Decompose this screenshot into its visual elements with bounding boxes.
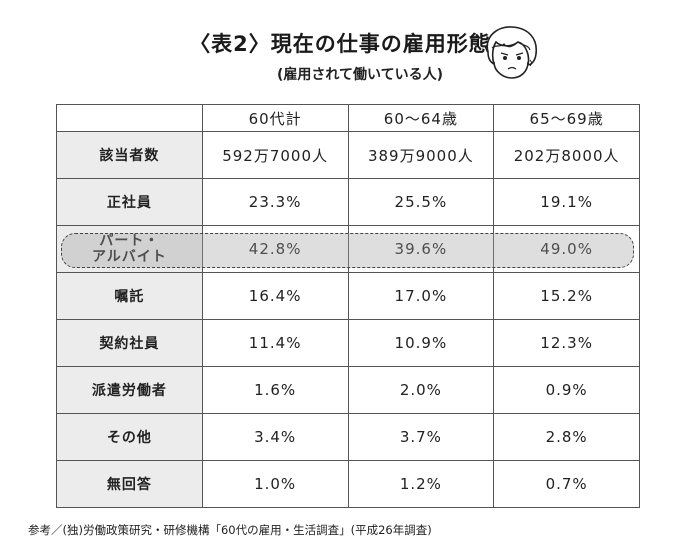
table-cell: 202万8000人 bbox=[493, 131, 640, 179]
employment-table: 60代計 60〜64歳 65〜69歳 該当者数 592万7000人 389万90… bbox=[56, 104, 640, 508]
table-row: 正社員 23.3% 25.5% 19.1% bbox=[56, 178, 640, 226]
row-label: 無回答 bbox=[56, 460, 203, 508]
table-row: その他 3.4% 3.7% 2.8% bbox=[56, 413, 640, 461]
table-row: 派遣労働者 1.6% 2.0% 0.9% bbox=[56, 366, 640, 414]
row-label-line1: パート・ bbox=[99, 233, 160, 249]
table-cell: 389万9000人 bbox=[347, 131, 495, 179]
table-header-row: 60代計 60〜64歳 65〜69歳 bbox=[56, 104, 640, 132]
column-header-empty bbox=[56, 104, 203, 132]
table-cell: 42.8% bbox=[201, 225, 349, 273]
table-cell: 1.6% bbox=[201, 366, 349, 414]
table-row: 該当者数 592万7000人 389万9000人 202万8000人 bbox=[56, 131, 640, 179]
table-cell: 39.6% bbox=[347, 225, 495, 273]
worried-woman-illustration-icon bbox=[486, 26, 537, 79]
table-cell: 49.0% bbox=[493, 225, 640, 273]
table-cell: 2.0% bbox=[347, 366, 495, 414]
table-cell: 11.4% bbox=[201, 319, 349, 367]
row-label: 契約社員 bbox=[56, 319, 203, 367]
source-footnote: 参考／(独)労働政策研究・研修機構「60代の雇用・生活調査」(平成26年調査) bbox=[28, 523, 432, 537]
table-cell: 23.3% bbox=[201, 178, 349, 226]
row-label: パート・ アルバイト bbox=[56, 225, 203, 273]
table-cell: 592万7000人 bbox=[201, 131, 349, 179]
column-header-60-64: 60〜64歳 bbox=[347, 104, 495, 132]
table-cell: 2.8% bbox=[493, 413, 640, 461]
column-header-60s-total: 60代計 bbox=[201, 104, 349, 132]
title-block: 〈表2〉現在の仕事の雇用形態 (雇用されて働いている人) bbox=[0, 28, 680, 84]
table-row: 契約社員 11.4% 10.9% 12.3% bbox=[56, 319, 640, 367]
table-cell: 0.7% bbox=[493, 460, 640, 508]
table-row: 無回答 1.0% 1.2% 0.7% bbox=[56, 460, 640, 508]
table-cell: 25.5% bbox=[347, 178, 495, 226]
table-cell: 10.9% bbox=[347, 319, 495, 367]
table-row-highlighted: パート・ アルバイト 42.8% 39.6% 49.0% bbox=[56, 225, 640, 273]
table-cell: 1.0% bbox=[201, 460, 349, 508]
table-cell: 16.4% bbox=[201, 272, 349, 320]
row-label-line2: アルバイト bbox=[91, 249, 167, 265]
row-label: その他 bbox=[56, 413, 203, 461]
page-subtitle: (雇用されて働いている人) bbox=[277, 67, 443, 83]
page-title: 〈表2〉現在の仕事の雇用形態 bbox=[189, 32, 491, 56]
table-cell: 17.0% bbox=[347, 272, 495, 320]
table-cell: 15.2% bbox=[493, 272, 640, 320]
row-label: 該当者数 bbox=[56, 131, 203, 179]
row-label: 派遣労働者 bbox=[56, 366, 203, 414]
table-cell: 0.9% bbox=[493, 366, 640, 414]
row-label: 正社員 bbox=[56, 178, 203, 226]
table-cell: 3.7% bbox=[347, 413, 495, 461]
table-cell: 12.3% bbox=[493, 319, 640, 367]
row-label: 嘱託 bbox=[56, 272, 203, 320]
column-header-65-69: 65〜69歳 bbox=[493, 104, 640, 132]
table-row: 嘱託 16.4% 17.0% 15.2% bbox=[56, 272, 640, 320]
table-cell: 19.1% bbox=[493, 178, 640, 226]
table-cell: 1.2% bbox=[347, 460, 495, 508]
table-cell: 3.4% bbox=[201, 413, 349, 461]
